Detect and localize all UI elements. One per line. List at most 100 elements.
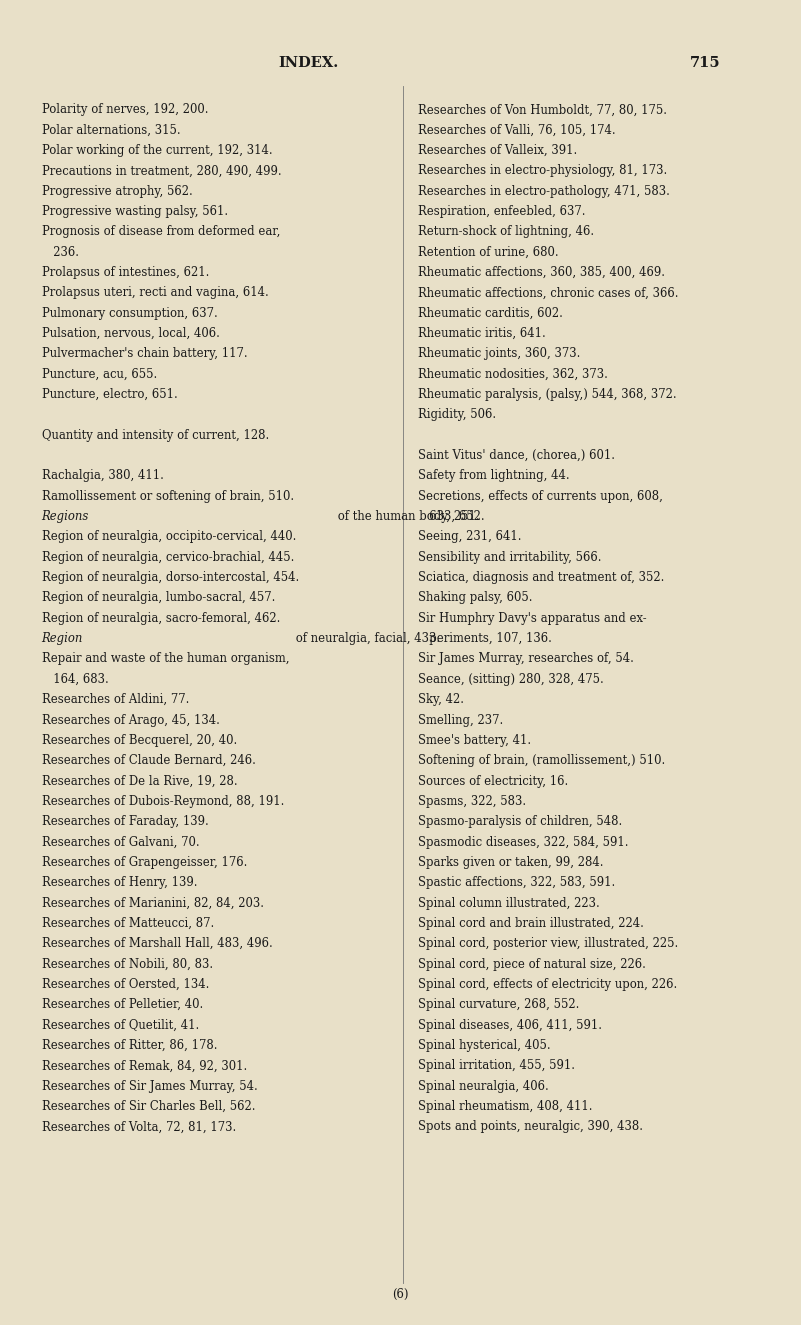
- Text: Seance, (sitting) 280, 328, 475.: Seance, (sitting) 280, 328, 475.: [418, 673, 604, 686]
- Text: (6): (6): [392, 1288, 409, 1301]
- Text: Researches of Matteucci, 87.: Researches of Matteucci, 87.: [42, 917, 214, 930]
- Text: Spinal curvature, 268, 552.: Spinal curvature, 268, 552.: [418, 998, 579, 1011]
- Text: Spinal cord, effects of electricity upon, 226.: Spinal cord, effects of electricity upon…: [418, 978, 678, 991]
- Text: 236.: 236.: [42, 245, 78, 258]
- Text: Researches of Henry, 139.: Researches of Henry, 139.: [42, 876, 197, 889]
- Text: Spinal cord, piece of natural size, 226.: Spinal cord, piece of natural size, 226.: [418, 958, 646, 971]
- Text: Region of neuralgia, cervico-brachial, 445.: Region of neuralgia, cervico-brachial, 4…: [42, 551, 294, 564]
- Text: Sensibility and irritability, 566.: Sensibility and irritability, 566.: [418, 551, 602, 564]
- Text: Sir Humphry Davy's apparatus and ex-: Sir Humphry Davy's apparatus and ex-: [418, 612, 646, 625]
- Text: Precautions in treatment, 280, 490, 499.: Precautions in treatment, 280, 490, 499.: [42, 164, 281, 178]
- Text: Respiration, enfeebled, 637.: Respiration, enfeebled, 637.: [418, 205, 586, 219]
- Text: periments, 107, 136.: periments, 107, 136.: [418, 632, 552, 645]
- Text: Rheumatic affections, chronic cases of, 366.: Rheumatic affections, chronic cases of, …: [418, 286, 678, 299]
- Text: Researches of Remak, 84, 92, 301.: Researches of Remak, 84, 92, 301.: [42, 1059, 247, 1072]
- Text: Pulsation, nervous, local, 406.: Pulsation, nervous, local, 406.: [42, 327, 219, 341]
- Text: Spastic affections, 322, 583, 591.: Spastic affections, 322, 583, 591.: [418, 876, 615, 889]
- Text: Smee's battery, 41.: Smee's battery, 41.: [418, 734, 531, 747]
- Text: Retention of urine, 680.: Retention of urine, 680.: [418, 245, 559, 258]
- Text: Researches in electro-pathology, 471, 583.: Researches in electro-pathology, 471, 58…: [418, 184, 670, 197]
- Text: Researches of Marianini, 82, 84, 203.: Researches of Marianini, 82, 84, 203.: [42, 897, 264, 909]
- Text: Spinal rheumatism, 408, 411.: Spinal rheumatism, 408, 411.: [418, 1100, 593, 1113]
- Text: Region of neuralgia, occipito-cervical, 440.: Region of neuralgia, occipito-cervical, …: [42, 530, 296, 543]
- Text: 164, 683.: 164, 683.: [42, 673, 108, 686]
- Text: Sciatica, diagnosis and treatment of, 352.: Sciatica, diagnosis and treatment of, 35…: [418, 571, 665, 584]
- Text: Researches of Sir James Murray, 54.: Researches of Sir James Murray, 54.: [42, 1080, 257, 1093]
- Text: Prolapsus uteri, recti and vagina, 614.: Prolapsus uteri, recti and vagina, 614.: [42, 286, 268, 299]
- Text: Spinal neuralgia, 406.: Spinal neuralgia, 406.: [418, 1080, 549, 1093]
- Text: Rigidity, 506.: Rigidity, 506.: [418, 408, 497, 421]
- Text: Region of neuralgia, sacro-femoral, 462.: Region of neuralgia, sacro-femoral, 462.: [42, 612, 280, 625]
- Text: Spinal cord and brain illustrated, 224.: Spinal cord and brain illustrated, 224.: [418, 917, 644, 930]
- Text: Researches of Marshall Hall, 483, 496.: Researches of Marshall Hall, 483, 496.: [42, 937, 272, 950]
- Text: Rheumatic carditis, 602.: Rheumatic carditis, 602.: [418, 307, 563, 319]
- Text: Rheumatic joints, 360, 373.: Rheumatic joints, 360, 373.: [418, 347, 581, 360]
- Text: Researches in electro-physiology, 81, 173.: Researches in electro-physiology, 81, 17…: [418, 164, 667, 178]
- Text: Sky, 42.: Sky, 42.: [418, 693, 464, 706]
- Text: 715: 715: [690, 56, 720, 70]
- Text: Sir James Murray, researches of, 54.: Sir James Murray, researches of, 54.: [418, 652, 634, 665]
- Text: Sources of electricity, 16.: Sources of electricity, 16.: [418, 775, 569, 787]
- Text: Pulmonary consumption, 637.: Pulmonary consumption, 637.: [42, 307, 217, 319]
- Text: Puncture, acu, 655.: Puncture, acu, 655.: [42, 368, 157, 380]
- Text: Polar working of the current, 192, 314.: Polar working of the current, 192, 314.: [42, 144, 272, 158]
- Text: Researches of Grapengeisser, 176.: Researches of Grapengeisser, 176.: [42, 856, 247, 869]
- Text: Region of neuralgia, lumbo-sacral, 457.: Region of neuralgia, lumbo-sacral, 457.: [42, 591, 275, 604]
- Text: Researches of Galvani, 70.: Researches of Galvani, 70.: [42, 836, 199, 848]
- Text: Region of neuralgia, dorso-intercostal, 454.: Region of neuralgia, dorso-intercostal, …: [42, 571, 299, 584]
- Text: Regions: Regions: [42, 510, 89, 523]
- Text: Puncture, electro, 651.: Puncture, electro, 651.: [42, 388, 177, 401]
- Text: Rheumatic iritis, 641.: Rheumatic iritis, 641.: [418, 327, 545, 341]
- Text: Spinal column illustrated, 223.: Spinal column illustrated, 223.: [418, 897, 600, 909]
- Text: Pulvermacher's chain battery, 117.: Pulvermacher's chain battery, 117.: [42, 347, 248, 360]
- Text: Rheumatic affections, 360, 385, 400, 469.: Rheumatic affections, 360, 385, 400, 469…: [418, 266, 665, 280]
- Text: Secretions, effects of currents upon, 608,: Secretions, effects of currents upon, 60…: [418, 490, 663, 502]
- Text: Spasmo-paralysis of children, 548.: Spasmo-paralysis of children, 548.: [418, 815, 622, 828]
- Text: Progressive wasting palsy, 561.: Progressive wasting palsy, 561.: [42, 205, 227, 219]
- Text: of neuralgia, facial, 433.: of neuralgia, facial, 433.: [292, 632, 440, 645]
- Text: Researches of Pelletier, 40.: Researches of Pelletier, 40.: [42, 998, 203, 1011]
- Text: Researches of Becquerel, 20, 40.: Researches of Becquerel, 20, 40.: [42, 734, 237, 747]
- Text: Prognosis of disease from deformed ear,: Prognosis of disease from deformed ear,: [42, 225, 280, 238]
- Text: Polarity of nerves, 192, 200.: Polarity of nerves, 192, 200.: [42, 103, 208, 117]
- Text: Polar alternations, 315.: Polar alternations, 315.: [42, 123, 180, 136]
- Text: Spinal diseases, 406, 411, 591.: Spinal diseases, 406, 411, 591.: [418, 1019, 602, 1032]
- Text: Ramollissement or softening of brain, 510.: Ramollissement or softening of brain, 51…: [42, 490, 294, 502]
- Text: Researches of Oersted, 134.: Researches of Oersted, 134.: [42, 978, 209, 991]
- Text: Researches of Nobili, 80, 83.: Researches of Nobili, 80, 83.: [42, 958, 213, 971]
- Text: Rheumatic paralysis, (palsy,) 544, 368, 372.: Rheumatic paralysis, (palsy,) 544, 368, …: [418, 388, 677, 401]
- Text: Rachalgia, 380, 411.: Rachalgia, 380, 411.: [42, 469, 163, 482]
- Text: Repair and waste of the human organism,: Repair and waste of the human organism,: [42, 652, 289, 665]
- Text: of the human body, 251.: of the human body, 251.: [334, 510, 479, 523]
- Text: Researches of Dubois-Reymond, 88, 191.: Researches of Dubois-Reymond, 88, 191.: [42, 795, 284, 808]
- Text: Spots and points, neuralgic, 390, 438.: Spots and points, neuralgic, 390, 438.: [418, 1121, 643, 1133]
- Text: Researches of Volta, 72, 81, 173.: Researches of Volta, 72, 81, 173.: [42, 1121, 236, 1133]
- Text: Researches of Arago, 45, 134.: Researches of Arago, 45, 134.: [42, 713, 219, 726]
- Text: Quantity and intensity of current, 128.: Quantity and intensity of current, 128.: [42, 429, 269, 441]
- Text: Seeing, 231, 641.: Seeing, 231, 641.: [418, 530, 521, 543]
- Text: Researches of Quetilit, 41.: Researches of Quetilit, 41.: [42, 1019, 199, 1032]
- Text: Return-shock of lightning, 46.: Return-shock of lightning, 46.: [418, 225, 594, 238]
- Text: Saint Vitus' dance, (chorea,) 601.: Saint Vitus' dance, (chorea,) 601.: [418, 449, 615, 462]
- Text: Researches of Valli, 76, 105, 174.: Researches of Valli, 76, 105, 174.: [418, 123, 616, 136]
- Text: Softening of brain, (ramollissement,) 510.: Softening of brain, (ramollissement,) 51…: [418, 754, 666, 767]
- Text: Smelling, 237.: Smelling, 237.: [418, 713, 503, 726]
- Text: Researches of Ritter, 86, 178.: Researches of Ritter, 86, 178.: [42, 1039, 217, 1052]
- Text: Region: Region: [42, 632, 83, 645]
- Text: Researches of Faraday, 139.: Researches of Faraday, 139.: [42, 815, 208, 828]
- Text: Shaking palsy, 605.: Shaking palsy, 605.: [418, 591, 533, 604]
- Text: Researches of Aldini, 77.: Researches of Aldini, 77.: [42, 693, 189, 706]
- Text: Researches of Von Humboldt, 77, 80, 175.: Researches of Von Humboldt, 77, 80, 175.: [418, 103, 667, 117]
- Text: Spasms, 322, 583.: Spasms, 322, 583.: [418, 795, 526, 808]
- Text: 633, 652.: 633, 652.: [418, 510, 485, 523]
- Text: Progressive atrophy, 562.: Progressive atrophy, 562.: [42, 184, 192, 197]
- Text: Researches of De la Rive, 19, 28.: Researches of De la Rive, 19, 28.: [42, 775, 237, 787]
- Text: INDEX.: INDEX.: [278, 56, 339, 70]
- Text: Sparks given or taken, 99, 284.: Sparks given or taken, 99, 284.: [418, 856, 604, 869]
- Text: Spinal cord, posterior view, illustrated, 225.: Spinal cord, posterior view, illustrated…: [418, 937, 678, 950]
- Text: Researches of Sir Charles Bell, 562.: Researches of Sir Charles Bell, 562.: [42, 1100, 256, 1113]
- Text: Spinal irritation, 455, 591.: Spinal irritation, 455, 591.: [418, 1059, 575, 1072]
- Text: Prolapsus of intestines, 621.: Prolapsus of intestines, 621.: [42, 266, 209, 280]
- Text: Spasmodic diseases, 322, 584, 591.: Spasmodic diseases, 322, 584, 591.: [418, 836, 629, 848]
- Text: Researches of Claude Bernard, 246.: Researches of Claude Bernard, 246.: [42, 754, 256, 767]
